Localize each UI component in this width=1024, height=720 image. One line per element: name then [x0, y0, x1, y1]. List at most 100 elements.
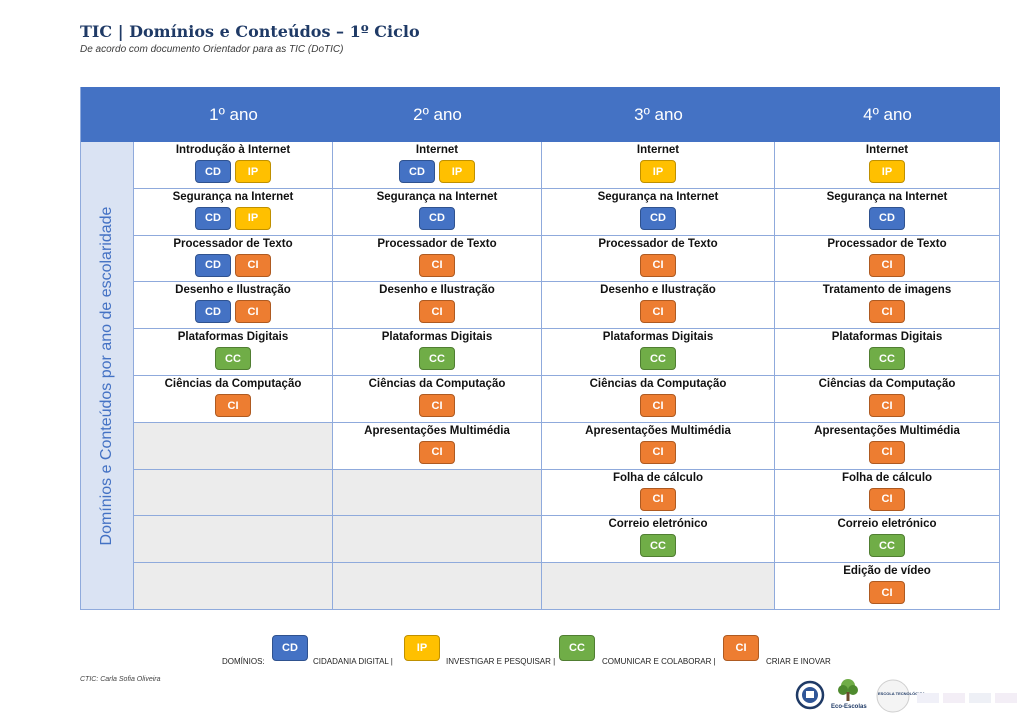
content-cell: Processador de Texto CI [775, 235, 1000, 283]
content-title: Folha de cálculo [841, 471, 933, 484]
content-cell: Apresentações Multimédia CI [775, 422, 1000, 470]
domain-badge-ip: IP [869, 160, 905, 183]
domain-badge-cc: CC [419, 347, 455, 371]
content-title: Ciências da Computação [164, 378, 302, 390]
content-cell: Apresentações Multimédia CI [542, 422, 775, 470]
content-title: Internet [415, 144, 459, 156]
content-cell: Plataformas Digitais CC [775, 329, 1000, 376]
domain-badges: CI [775, 300, 999, 324]
school-emblem-icon [795, 680, 825, 714]
content-cell: Ciências da Computação CI [775, 376, 1000, 423]
content-title: Segurança na Internet [172, 190, 294, 203]
eco-escolas-icon: Eco-Escolas [831, 676, 867, 710]
domain-badge-ci: CI [869, 440, 905, 464]
domain-badges: CC [542, 534, 774, 558]
legend-label-cd: CIDADANIA DIGITAL | [313, 657, 393, 666]
domain-badges: CC [542, 347, 774, 371]
table-header-row: 1º ano 2º ano 3º ano 4º ano [80, 87, 1000, 142]
content-cell: Processador de Texto CD CI [134, 235, 333, 283]
domain-badges: CC [775, 534, 999, 558]
content-title: Ciências da Computação [818, 378, 956, 390]
legend-label-cc: COMUNICAR E COLABORAR | [602, 657, 716, 666]
domain-badges: CI [333, 394, 541, 417]
content-title: Apresentações Multimédia [364, 424, 510, 437]
content-cell: Ciências da Computação CI [542, 376, 775, 423]
domain-badge-cc: CC [215, 347, 251, 371]
legend-label-ci: CRIAR E INOVAR [766, 657, 831, 666]
empty-cell [134, 422, 333, 470]
content-cell: Segurança na Internet CD [333, 188, 542, 236]
domain-badge-ci: CI [869, 394, 905, 417]
content-title: Segurança na Internet [826, 190, 948, 203]
content-title: Correio eletrónico [608, 518, 708, 531]
domain-badge-ci: CI [419, 300, 455, 324]
domain-badge-ci: CI [640, 300, 676, 324]
content-cell: Internet CD IP [333, 142, 542, 189]
domain-badge-cd: CD [195, 206, 231, 230]
content-cell: Desenho e Ilustração CI [333, 282, 542, 330]
domain-badges: CI [775, 487, 999, 511]
content-title: Plataformas Digitais [602, 331, 714, 344]
content-title: Processador de Texto [598, 237, 718, 250]
domain-badges: CI [775, 253, 999, 277]
content-cell: Plataformas Digitais CC [333, 329, 542, 376]
escola-tecnologica-icon: ESCOLA TECNOLÓGICA [873, 678, 925, 718]
domain-badge-cd: CD [640, 206, 676, 230]
domain-badge-ip: IP [235, 160, 271, 183]
legend: DOMÍNIOS: CD CIDADANIA DIGITAL | IP INVE… [0, 633, 1024, 673]
domain-badges: CI [333, 440, 541, 464]
page-subtitle: De acordo com documento Orientador para … [80, 44, 344, 55]
content-title: Desenho e Ilustração [600, 284, 716, 297]
domain-badges: CD IP [134, 160, 332, 183]
domain-badges: CI [333, 300, 541, 324]
domain-badge-ci: CI [419, 440, 455, 464]
empty-cell [134, 516, 333, 564]
content-title: Ciências da Computação [368, 378, 506, 390]
domain-badge-ci: CI [640, 253, 676, 277]
domain-badges: CD IP [333, 160, 541, 183]
domain-badge-cd: CD [869, 206, 905, 230]
content-cell: Processador de Texto CI [542, 235, 775, 283]
content-cell: Segurança na Internet CD IP [134, 188, 333, 236]
content-cell: Folha de cálculo CI [775, 469, 1000, 517]
content-title: Ciências da Computação [589, 378, 727, 390]
domain-badges: CI [775, 581, 999, 605]
domain-badges: CD [775, 206, 999, 230]
domain-badge-cc: CC [640, 534, 676, 558]
content-title: Plataformas Digitais [177, 331, 289, 344]
domain-badge-ci: CI [869, 253, 905, 277]
legend-badge-cd: CD [272, 635, 308, 661]
domain-badge-cd: CD [195, 160, 231, 183]
domain-badge-ci: CI [640, 440, 676, 464]
content-cell: Introdução à Internet CD IP [134, 142, 333, 189]
content-title: Segurança na Internet [597, 190, 719, 203]
domain-badge-ci: CI [869, 300, 905, 324]
content-title: Processador de Texto [173, 237, 293, 250]
content-cell: Desenho e Ilustração CD CI [134, 282, 333, 330]
content-cell: Correio eletrónico CC [775, 516, 1000, 564]
year-header-4: 4º ano [863, 104, 912, 124]
empty-cell [333, 563, 542, 610]
domain-badges: CI [542, 440, 774, 464]
domain-badges: CC [333, 347, 541, 371]
content-cell: Segurança na Internet CD [775, 188, 1000, 236]
content-title: Apresentações Multimédia [814, 424, 960, 437]
side-label: Domínios e Conteúdos por ano de escolari… [98, 206, 115, 546]
domain-badge-cc: CC [869, 347, 905, 371]
page-title: TIC | Domínios e Conteúdos – 1º Ciclo [80, 22, 420, 41]
domain-badge-cd: CD [195, 253, 231, 277]
content-cell: Correio eletrónico CC [542, 516, 775, 564]
content-cell: Processador de Texto CI [333, 235, 542, 283]
domain-badges: CD CI [134, 300, 332, 324]
content-title: Plataformas Digitais [831, 331, 943, 344]
content-cell: Internet IP [775, 142, 1000, 189]
domain-badge-ip: IP [439, 160, 475, 183]
content-cell: Tratamento de imagens CI [775, 282, 1000, 330]
content-title: Processador de Texto [827, 237, 947, 250]
eco-escolas-label: Eco-Escolas [831, 704, 867, 710]
footer-logos: Eco-Escolas ESCOLA TECNOLÓGICA [795, 676, 1020, 716]
content-title: Tratamento de imagens [822, 284, 952, 297]
content-title: Internet [636, 144, 680, 156]
domain-badge-ci: CI [869, 581, 905, 605]
domain-badge-cc: CC [640, 347, 676, 371]
